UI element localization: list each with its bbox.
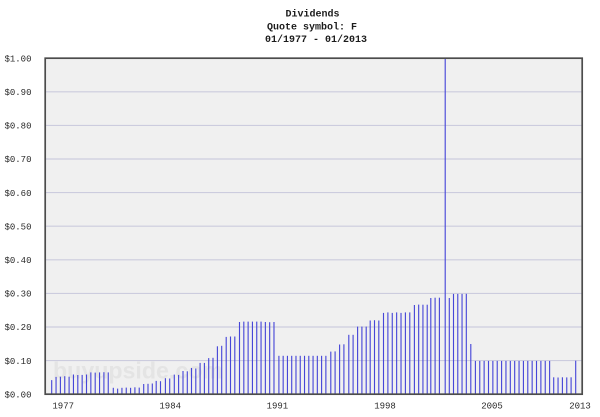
svg-text:Dividends: Dividends	[285, 9, 339, 21]
svg-text:$0.60: $0.60	[4, 189, 31, 199]
svg-text:1998: 1998	[374, 402, 396, 412]
svg-text:$0.10: $0.10	[4, 357, 31, 367]
svg-text:1984: 1984	[159, 402, 181, 412]
svg-text:buyupside.com: buyupside.com	[53, 358, 223, 384]
svg-text:$0.30: $0.30	[4, 290, 31, 300]
svg-text:1977: 1977	[52, 402, 74, 412]
svg-text:2005: 2005	[481, 402, 503, 412]
svg-text:$0.50: $0.50	[4, 222, 31, 232]
svg-text:01/1977 - 01/2013: 01/1977 - 01/2013	[265, 34, 367, 46]
svg-text:$0.70: $0.70	[4, 155, 31, 165]
svg-text:$0.00: $0.00	[4, 390, 31, 400]
svg-text:1991: 1991	[267, 402, 289, 412]
svg-text:2013: 2013	[569, 402, 591, 412]
svg-text:$0.90: $0.90	[4, 88, 31, 98]
svg-text:$0.80: $0.80	[4, 122, 31, 132]
svg-text:$0.20: $0.20	[4, 323, 31, 333]
svg-text:$0.40: $0.40	[4, 256, 31, 266]
svg-text:$1.00: $1.00	[4, 54, 31, 64]
svg-text:Quote symbol: F: Quote symbol: F	[267, 21, 357, 33]
